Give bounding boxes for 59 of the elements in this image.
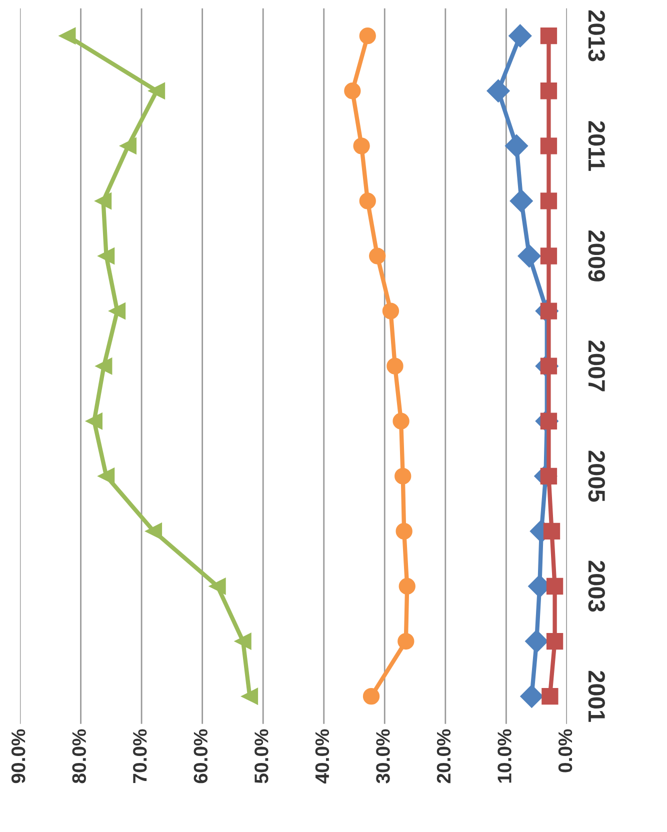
point <box>540 138 558 154</box>
point <box>398 578 416 595</box>
x-tick-label: 10.0% <box>498 729 512 783</box>
point <box>486 79 510 102</box>
point <box>359 28 376 44</box>
point <box>520 684 544 708</box>
point <box>120 138 137 154</box>
point <box>145 522 162 540</box>
point <box>209 578 226 595</box>
y-tick-label: 2001 <box>588 670 606 722</box>
x-tick-label: 20.0% <box>436 729 451 784</box>
point <box>359 192 376 210</box>
x-tick-label: 90.0% <box>11 729 26 784</box>
point <box>353 138 370 154</box>
y-tick-label: 2003 <box>588 560 606 612</box>
point <box>546 632 564 650</box>
point <box>398 632 414 650</box>
point <box>540 192 558 210</box>
y-tick-label: 2009 <box>588 230 606 282</box>
point <box>362 688 380 705</box>
point <box>510 189 533 212</box>
point <box>540 28 558 44</box>
x-tick-label: 60.0% <box>194 729 208 784</box>
point <box>98 468 115 484</box>
point <box>386 358 404 374</box>
point <box>392 412 410 430</box>
point <box>369 248 386 264</box>
x-tick-label: 0.0% <box>558 729 572 772</box>
point <box>518 244 541 268</box>
point <box>98 248 115 264</box>
point <box>234 632 252 650</box>
point <box>148 82 166 100</box>
x-tick-label: 80.0% <box>72 729 86 784</box>
x-tick-label: 30.0% <box>376 729 390 784</box>
y-tick-label: 2011 <box>588 121 606 171</box>
point <box>540 248 558 264</box>
x-tick-label: 70.0% <box>133 729 147 783</box>
y-tick-label: 2007 <box>588 340 606 392</box>
point <box>546 578 564 595</box>
x-tick-label: 40.0% <box>315 729 330 784</box>
point <box>508 24 532 48</box>
y-tick-label: 2013 <box>588 10 606 62</box>
point <box>108 302 126 320</box>
point <box>86 412 102 430</box>
point <box>394 468 412 484</box>
point <box>94 192 112 210</box>
y-tick-label: 2005 <box>588 450 606 502</box>
point <box>505 134 528 158</box>
x-tick-label: 50.0% <box>254 729 268 784</box>
point <box>344 82 361 100</box>
point <box>540 82 558 100</box>
point <box>542 688 558 705</box>
point <box>59 28 76 44</box>
point <box>525 630 548 653</box>
point <box>543 522 560 540</box>
point <box>96 358 112 374</box>
point <box>382 302 400 320</box>
point <box>396 522 412 540</box>
point <box>241 688 258 705</box>
